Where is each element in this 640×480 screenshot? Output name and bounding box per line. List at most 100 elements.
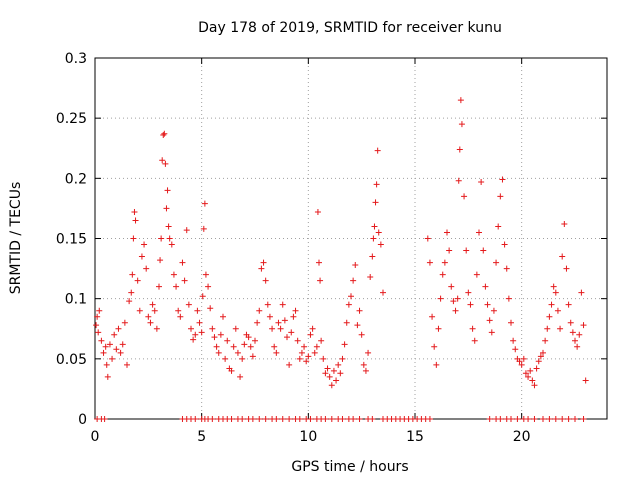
data-point [281,317,288,324]
data-point [497,193,504,200]
data-point [196,319,203,326]
data-point [572,416,578,422]
data-point [469,325,476,332]
data-point [138,253,145,260]
data-point [262,416,269,422]
data-point [181,277,188,284]
data-point [341,341,348,348]
data-point [103,361,110,368]
data-point [497,416,504,422]
data-point [437,295,444,302]
y-tick-label: 0 [78,412,87,428]
data-point [533,365,540,372]
data-point [215,349,222,356]
data-point [313,343,320,350]
data-point [360,361,367,368]
data-point [525,416,532,422]
data-point [569,329,576,336]
data-point [273,349,280,356]
data-point [153,325,160,332]
data-point [101,416,108,422]
data-point [307,416,314,422]
data-point [328,382,335,389]
y-tick-label: 0.25 [56,111,87,127]
y-tick-label: 0.1 [65,292,87,308]
data-point [162,160,169,167]
data-point [463,247,470,254]
data-point [136,307,143,314]
data-point [480,247,487,254]
data-point [330,367,337,374]
data-point [510,337,517,344]
data-point [232,325,239,332]
x-tick-label: 10 [299,429,317,445]
data-point [444,229,450,236]
data-point [245,334,252,341]
data-point [426,259,433,266]
data-point [241,341,248,348]
data-point [93,322,100,329]
data-point [322,370,329,377]
data-point [256,416,263,422]
data-point [185,301,192,308]
data-point [503,265,510,272]
data-point [561,221,568,228]
data-point [550,283,557,290]
data-point [252,337,258,344]
data-point [439,271,446,278]
data-point [294,337,301,344]
data-point [177,313,184,320]
data-point [546,416,553,422]
data-point [486,317,493,324]
data-point [578,289,585,296]
data-point [374,147,381,154]
data-point [431,343,438,350]
data-point [542,337,549,344]
data-point [96,307,103,314]
data-point [209,325,216,332]
data-point [307,331,314,338]
data-point [540,349,546,356]
data-point [333,377,340,384]
data-point [102,343,109,350]
data-point [320,355,327,362]
data-point [296,355,303,362]
data-point [356,307,363,314]
data-point [335,361,342,368]
data-point [131,209,138,216]
data-point [279,416,286,422]
data-point [373,181,380,188]
data-point [260,259,267,266]
data-point [301,343,308,350]
data-point [258,265,265,272]
data-point [345,301,352,308]
data-point [350,416,357,422]
data-point [580,416,587,422]
data-point [271,343,278,350]
data-point [288,329,295,336]
data-point [559,253,566,260]
data-point [339,355,346,362]
data-point [554,307,561,314]
data-point [508,319,514,326]
data-point [228,416,235,422]
data-point [505,295,512,302]
data-point [576,331,583,338]
data-point [95,329,102,336]
data-point [352,261,359,268]
data-point [151,307,158,314]
data-point [286,416,293,422]
data-point [128,289,135,296]
x-tick-label: 20 [513,429,531,445]
data-point [525,373,532,380]
data-point [213,343,220,350]
data-point [205,283,212,290]
data-point [454,295,461,302]
data-point [354,322,361,329]
data-point [156,283,162,290]
data-point [284,334,290,341]
data-point [305,353,312,360]
data-point [249,416,256,422]
data-point [222,355,229,362]
data-point [567,319,574,326]
